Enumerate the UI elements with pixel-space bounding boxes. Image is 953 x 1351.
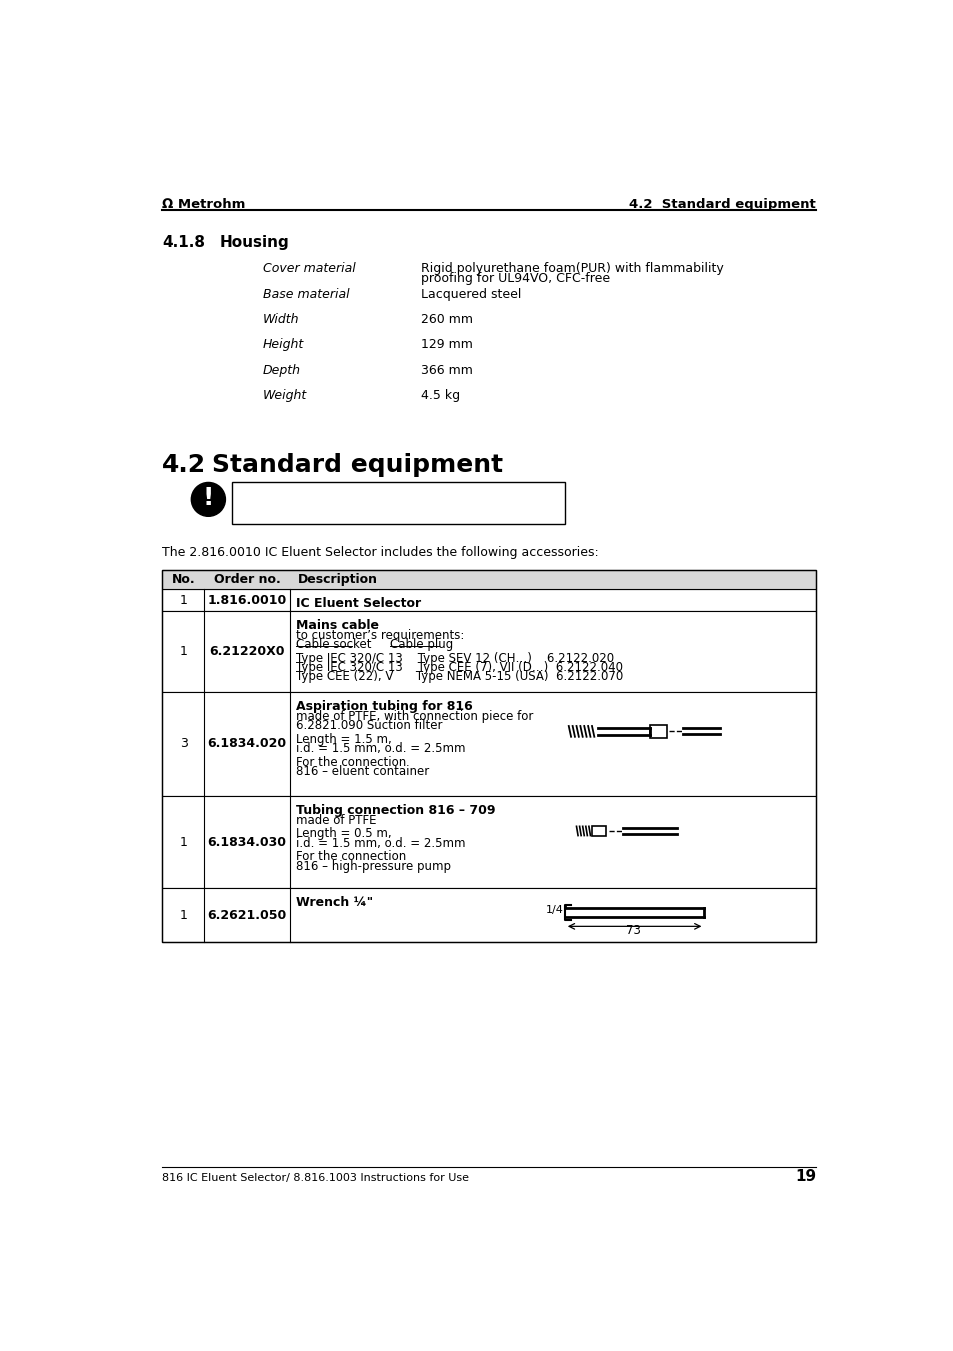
- Text: IC Eluent Selector: IC Eluent Selector: [295, 597, 420, 611]
- Bar: [162, 692, 815, 796]
- Text: 260 mm: 260 mm: [421, 313, 473, 326]
- Text: Order no.: Order no.: [213, 573, 280, 586]
- Text: 1: 1: [179, 909, 188, 921]
- Text: Type IEC 320/C 13    Type CEE (7), VII (D…)  6.2122.040: Type IEC 320/C 13 Type CEE (7), VII (D…)…: [295, 661, 622, 674]
- Text: 816 – eluent container: 816 – eluent container: [295, 765, 429, 778]
- Text: 4.5 kg: 4.5 kg: [421, 389, 460, 403]
- Text: 1/4": 1/4": [545, 905, 568, 915]
- Text: 6.2621.050: 6.2621.050: [208, 909, 287, 921]
- Bar: [162, 570, 815, 942]
- Text: 4.2: 4.2: [162, 453, 206, 477]
- Text: to customer’s requirements:: to customer’s requirements:: [295, 628, 464, 642]
- Text: Mains cable: Mains cable: [295, 619, 378, 632]
- Bar: [162, 796, 815, 888]
- Text: i.d. = 1.5 mm, o.d. = 2.5mm: i.d. = 1.5 mm, o.d. = 2.5mm: [295, 836, 465, 850]
- Text: Rigid polyurethane foam(PUR) with flammability: Rigid polyurethane foam(PUR) with flamma…: [421, 262, 723, 276]
- Text: Height: Height: [262, 339, 304, 351]
- Text: Weight: Weight: [262, 389, 307, 403]
- Bar: [162, 611, 815, 692]
- Text: 6.21220X0: 6.21220X0: [209, 644, 285, 658]
- Text: The 2.816.0010 IC Eluent Selector includes the following accessories:: The 2.816.0010 IC Eluent Selector includ…: [162, 546, 598, 558]
- Text: 3: 3: [179, 738, 188, 750]
- Bar: [649, 725, 666, 738]
- Text: 73: 73: [625, 924, 639, 938]
- Text: Type IEC 320/C 13    Type SEV 12 (CH…)    6.2122.020: Type IEC 320/C 13 Type SEV 12 (CH…) 6.21…: [295, 651, 614, 665]
- Text: i.d. = 1.5 mm, o.d. = 2.5mm: i.d. = 1.5 mm, o.d. = 2.5mm: [295, 742, 465, 755]
- Text: Cable socket: Cable socket: [295, 638, 371, 651]
- Text: Cable plug: Cable plug: [390, 638, 454, 651]
- Text: We reserve the right to make alterations !: We reserve the right to make alterations…: [239, 489, 503, 503]
- Text: No.: No.: [172, 573, 195, 586]
- Text: 1: 1: [179, 835, 188, 848]
- Text: Width: Width: [262, 313, 299, 326]
- Text: Type CEE (22), V      Type NEMA 5-15 (USA)  6.2122.070: Type CEE (22), V Type NEMA 5-15 (USA) 6.…: [295, 670, 622, 684]
- Text: 1: 1: [179, 593, 188, 607]
- FancyBboxPatch shape: [232, 482, 564, 524]
- Text: All dimensions given in mm.: All dimensions given in mm.: [239, 501, 416, 513]
- Text: Depth: Depth: [262, 363, 300, 377]
- Bar: [162, 570, 815, 589]
- Text: proofing for UL94VO, CFC-free: proofing for UL94VO, CFC-free: [421, 273, 610, 285]
- Text: Description: Description: [297, 573, 377, 586]
- Text: 1: 1: [179, 644, 188, 658]
- Text: 4.2  Standard equipment: 4.2 Standard equipment: [629, 199, 815, 211]
- Text: 816 – high-pressure pump: 816 – high-pressure pump: [295, 859, 451, 873]
- Text: 6.1834.020: 6.1834.020: [208, 738, 287, 750]
- Text: 816 IC Eluent Selector/ 8.816.1003 Instructions for Use: 816 IC Eluent Selector/ 8.816.1003 Instr…: [162, 1173, 468, 1183]
- Text: Standard equipment: Standard equipment: [212, 453, 503, 477]
- Text: Lacquered steel: Lacquered steel: [421, 288, 521, 301]
- Text: !: !: [202, 486, 213, 509]
- Text: 6.2821.090 Suction filter: 6.2821.090 Suction filter: [295, 719, 442, 732]
- Text: 4.1.8: 4.1.8: [162, 235, 205, 250]
- Text: Length = 1.5 m,: Length = 1.5 m,: [295, 732, 392, 746]
- Bar: [162, 589, 815, 611]
- Text: Cover material: Cover material: [262, 262, 355, 276]
- Text: Wrench ¼": Wrench ¼": [295, 896, 373, 909]
- Circle shape: [192, 482, 225, 516]
- Text: For the connection: For the connection: [295, 755, 406, 769]
- Text: made of PTFE, with connection piece for: made of PTFE, with connection piece for: [295, 709, 533, 723]
- Text: Tubing connection 816 – 709: Tubing connection 816 – 709: [295, 804, 495, 816]
- Text: Ω Metrohm: Ω Metrohm: [162, 199, 245, 211]
- Text: 19: 19: [794, 1169, 815, 1185]
- Text: 1.816.0010: 1.816.0010: [208, 593, 287, 607]
- Text: 366 mm: 366 mm: [421, 363, 473, 377]
- Text: Base material: Base material: [262, 288, 349, 301]
- Bar: [592, 825, 605, 836]
- Text: Length = 0.5 m,: Length = 0.5 m,: [295, 827, 391, 840]
- Text: 129 mm: 129 mm: [421, 339, 473, 351]
- Text: 6.1834.030: 6.1834.030: [208, 835, 286, 848]
- Text: Aspiration tubing for 816: Aspiration tubing for 816: [295, 700, 472, 712]
- Text: made of PTFE: made of PTFE: [295, 813, 376, 827]
- Text: For the connection: For the connection: [295, 851, 406, 863]
- Text: Housing: Housing: [220, 235, 290, 250]
- Bar: [162, 888, 815, 942]
